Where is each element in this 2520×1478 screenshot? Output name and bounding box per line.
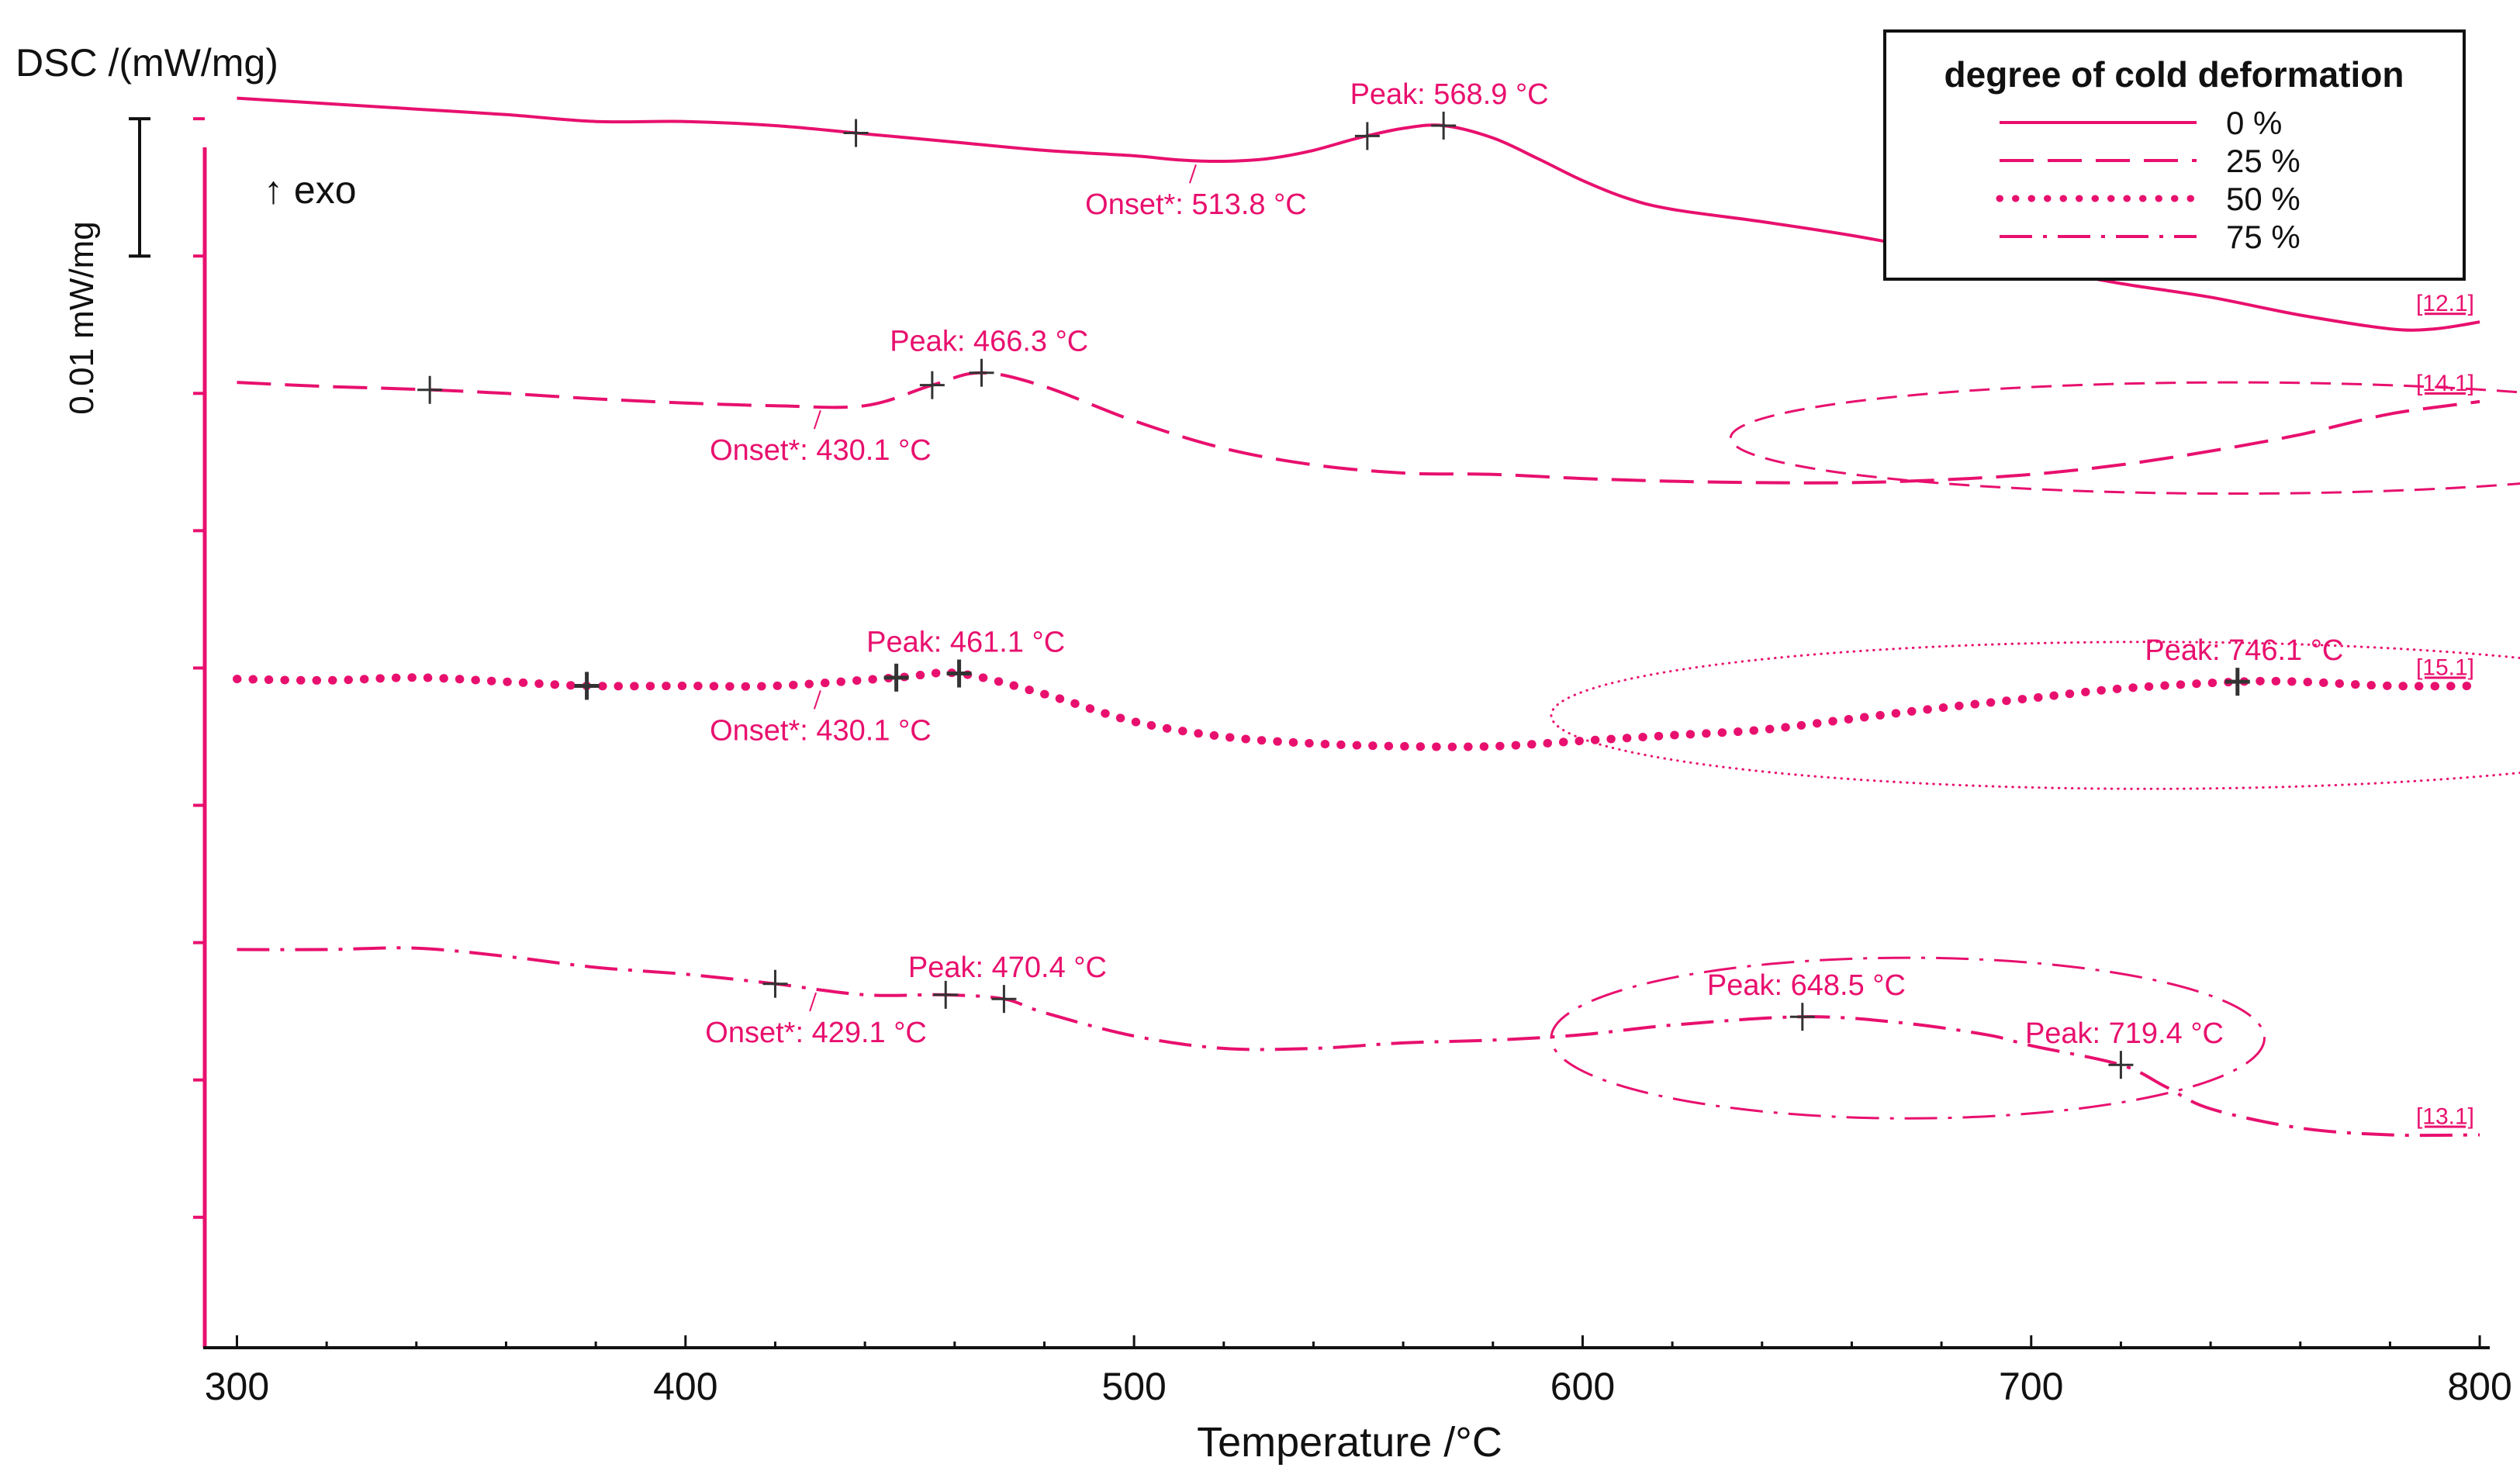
series-line-25 [237,371,2480,485]
series-tag: [13.1] [2416,1104,2474,1130]
onset-label: Onset*: 429.1 °C [705,1017,927,1049]
legend: degree of cold deformation 0 %25 %50 %75… [1883,29,2466,281]
x-tick-label: 400 [653,1365,717,1408]
series-line-75 [237,946,2480,1138]
peak-marker [2108,1051,2134,1079]
legend-entries: 0 %25 %50 %75 % [1996,105,2300,255]
annotation-group: Peak: 568.9 °C Onset*: 513.8 °C Peak: 466.… [705,78,2343,1050]
peak-marker [919,371,945,399]
peak-marker [762,969,788,998]
onset-label: Onset*: 430.1 °C [710,434,932,467]
x-axis-label: Temperature /°C [1197,1419,1502,1466]
x-tick-label: 600 [1550,1365,1615,1408]
onset-label: Onset*: 513.8 °C [1085,188,1307,221]
peak-label: Peak: 461.1 °C [866,627,1065,659]
onset-leader [813,409,821,430]
onset-leader [1188,164,1197,184]
peak-label: Peak: 719.4 °C [2025,1017,2224,1050]
series-tags: [12.1] [14.1] [15.1] [13.1] [2416,291,2474,1129]
peak-marker [1431,111,1457,140]
y-axis-label: DSC /(mW/mg) [16,41,278,85]
scale-bar-label: 0.01 mW/mg [63,221,101,414]
onset-leader [809,992,818,1012]
x-ticks: 300 400 500 600 700 800 [205,1335,2512,1408]
x-tick-label: 500 [1101,1365,1166,1408]
peak-marker [969,358,994,387]
peak-marker [933,980,959,1009]
x-tick-label: 800 [2447,1365,2511,1408]
series-tag: [15.1] [2416,654,2474,680]
legend-title: degree of cold deformation [1944,54,2404,95]
legend-label: 75 % [2226,219,2300,255]
marker-group [417,111,2250,1079]
onset-leader [813,690,821,710]
peak-label: Peak: 568.9 °C [1350,78,1549,111]
legend-label: 50 % [2226,181,2300,217]
peak-marker [574,672,600,700]
peak-label: Peak: 746.1 °C [2145,634,2343,667]
series-tag: [12.1] [2416,291,2474,316]
exo-label: ↑ exo [264,168,357,212]
peak-marker [843,119,869,147]
series-tag: [14.1] [2416,371,2474,396]
peak-label: Peak: 466.3 °C [890,326,1088,358]
onset-label: Onset*: 430.1 °C [710,714,932,747]
series-line-50 [233,668,2484,751]
legend-label: 0 % [2226,105,2282,141]
y-ticks [193,117,205,1219]
highlight-ellipse [1550,641,2520,790]
legend-label: 25 % [2226,143,2300,179]
peak-marker [1354,122,1380,150]
peak-label: Peak: 648.5 °C [1707,969,1906,1002]
x-tick-label: 700 [1999,1365,2063,1408]
peak-marker [1789,1003,1815,1031]
peak-marker [417,375,443,404]
peak-marker [883,663,909,692]
peak-label: Peak: 470.4 °C [908,951,1107,984]
peak-marker [946,659,972,688]
highlight-ellipses [1550,381,2520,1120]
peak-marker [2224,668,2250,696]
x-tick-label: 300 [205,1365,269,1408]
scale-bar [129,117,150,258]
highlight-ellipse [1729,381,2520,496]
peak-marker [991,985,1017,1014]
